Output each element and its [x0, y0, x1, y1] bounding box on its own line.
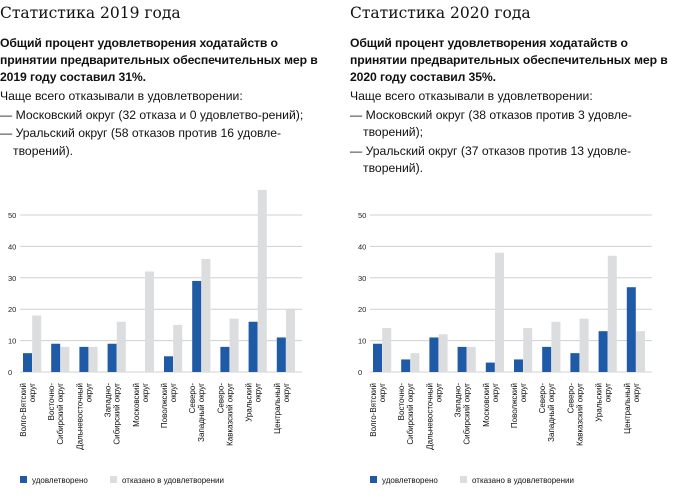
- bar-satisfied: [457, 346, 467, 372]
- x-tick-label: Северо-Кавказский округ: [216, 383, 234, 446]
- bar-chart-2020: 0 10 20 30 40 50 Волго-Вятскийокруг Восточно-Си…: [358, 211, 652, 485]
- panel-2019: Статистика 2019 года Общий процент удовл…: [0, 0, 330, 501]
- bar-satisfied: [51, 343, 61, 372]
- legend-swatch: [110, 476, 117, 483]
- x-tick-label: Дальневосточныйокруг: [75, 383, 93, 450]
- y-tick-label: 30: [8, 274, 16, 283]
- bar-satisfied: [276, 337, 286, 372]
- bar-refused: [636, 331, 645, 372]
- x-tick-label: Восточно-Сибирский округ: [47, 383, 65, 445]
- x-tick-label: Восточно-Сибирский округ: [397, 383, 415, 445]
- x-tick-label: Волго-Вятскийокруг: [369, 383, 387, 437]
- bar-refused: [201, 258, 211, 372]
- bar-refused: [145, 271, 154, 372]
- intro-text: Чаще всего отказывали в удовлетворении:: [350, 89, 593, 103]
- x-tick-label: Московскийокруг: [132, 383, 150, 427]
- bar-satisfied: [373, 343, 382, 372]
- bar-refused: [286, 309, 295, 372]
- bar-refused: [88, 346, 98, 372]
- y-tick-label: 30: [358, 274, 366, 283]
- bar-satisfied: [79, 346, 89, 372]
- bar-refused: [438, 334, 448, 372]
- y-tick-label: 0: [358, 368, 362, 377]
- y-tick-label: 10: [358, 337, 366, 346]
- y-tick-label: 20: [358, 305, 366, 314]
- x-tick-label: Уральскийокруг: [595, 383, 613, 422]
- body-text: Чаще всего отказывали в удовлетворении: …: [350, 88, 678, 178]
- bar-satisfied: [220, 346, 230, 372]
- bar-satisfied: [107, 343, 117, 372]
- y-tick-label: 0: [8, 368, 12, 377]
- legend-label: удовлетворено: [32, 476, 88, 485]
- bar-satisfied: [248, 321, 258, 372]
- y-tick-label: 40: [358, 242, 366, 251]
- x-tick-label: Центральныйокруг: [273, 383, 291, 434]
- x-tick-label: Северо-Западный округ: [188, 383, 206, 442]
- y-tick-label: 40: [8, 242, 16, 251]
- x-tick-label: Московскийокруг: [482, 383, 500, 427]
- bar-satisfied: [164, 356, 173, 372]
- x-tick-label: Северо-Кавказский округ: [566, 383, 584, 446]
- bar-refused: [410, 353, 420, 372]
- bar-refused: [60, 346, 70, 372]
- x-tick-label: Поволжскийокруг: [160, 383, 178, 428]
- bar-refused: [382, 328, 392, 372]
- list-item: — Уральский округ (37 отказов против 13 …: [350, 143, 632, 176]
- bar-satisfied: [598, 331, 608, 372]
- panel-title: Статистика 2019 года: [0, 4, 181, 22]
- bar-refused: [523, 328, 533, 372]
- y-tick-label: 50: [8, 211, 16, 220]
- x-tick-label: Поволжскийокруг: [510, 383, 528, 428]
- panel-title: Статистика 2020 года: [350, 4, 531, 22]
- bar-satisfied: [626, 287, 636, 372]
- bar-refused: [116, 321, 126, 372]
- bar-refused: [466, 346, 476, 372]
- x-tick-label: Центральныйокруг: [623, 383, 641, 434]
- x-tick-label: Дальневосточныйокруг: [425, 383, 443, 450]
- bar-refused: [579, 318, 589, 372]
- bar-chart-2019: 0 10 20 30 40 50 Волго-Вятскийокруг Восточно-Си…: [8, 189, 302, 485]
- legend-label: удовлетворено: [382, 476, 438, 485]
- bar-satisfied: [485, 362, 495, 372]
- bar-refused: [495, 252, 504, 372]
- bar-satisfied: [542, 346, 552, 372]
- lead-text: Общий процент удовлетворения ходатайств …: [0, 36, 318, 84]
- x-tick-label: Уральскийокруг: [245, 383, 263, 422]
- bar-satisfied: [192, 280, 202, 372]
- bar-satisfied: [429, 337, 439, 372]
- bar-refused: [32, 315, 42, 372]
- bar-refused: [229, 318, 239, 372]
- bar-refused: [257, 189, 267, 372]
- list-item: — Московский округ (38 отказов против 3 …: [350, 107, 632, 140]
- bar-satisfied: [401, 359, 411, 372]
- y-tick-label: 10: [8, 337, 16, 346]
- legend-label: отказано в удовлетворении: [472, 476, 574, 485]
- bar-refused: [173, 324, 183, 372]
- legend-swatch: [460, 476, 467, 483]
- legend-swatch: [20, 476, 27, 483]
- legend-label: отказано в удовлетворении: [122, 476, 224, 485]
- x-tick-label: Волго-Вятскийокруг: [19, 383, 37, 437]
- body-text: Чаще всего отказывали в удовлетворении: …: [0, 88, 330, 160]
- legend-swatch: [370, 476, 377, 483]
- x-tick-label: Западно-Сибирский округ: [454, 383, 472, 445]
- panel-2020: Статистика 2020 года Общий процент удовл…: [350, 0, 678, 501]
- list-item: — Уральский округ (58 отказов против 16 …: [0, 126, 282, 158]
- bar-refused: [607, 255, 617, 372]
- y-tick-label: 50: [358, 211, 366, 220]
- list-item: — Московский округ (32 отказа и 0 удовле…: [0, 107, 304, 122]
- bar-satisfied: [23, 353, 32, 372]
- x-tick-label: Западно-Сибирский округ: [104, 383, 122, 445]
- bar-satisfied: [514, 359, 523, 372]
- x-tick-label: Северо-Западный округ: [538, 383, 556, 442]
- bar-refused: [551, 321, 561, 372]
- bar-satisfied: [570, 353, 580, 372]
- intro-text: Чаще всего отказывали в удовлетворении:: [0, 89, 243, 103]
- lead-text: Общий процент удовлетворения ходатайств …: [350, 36, 668, 84]
- y-tick-label: 20: [8, 305, 16, 314]
